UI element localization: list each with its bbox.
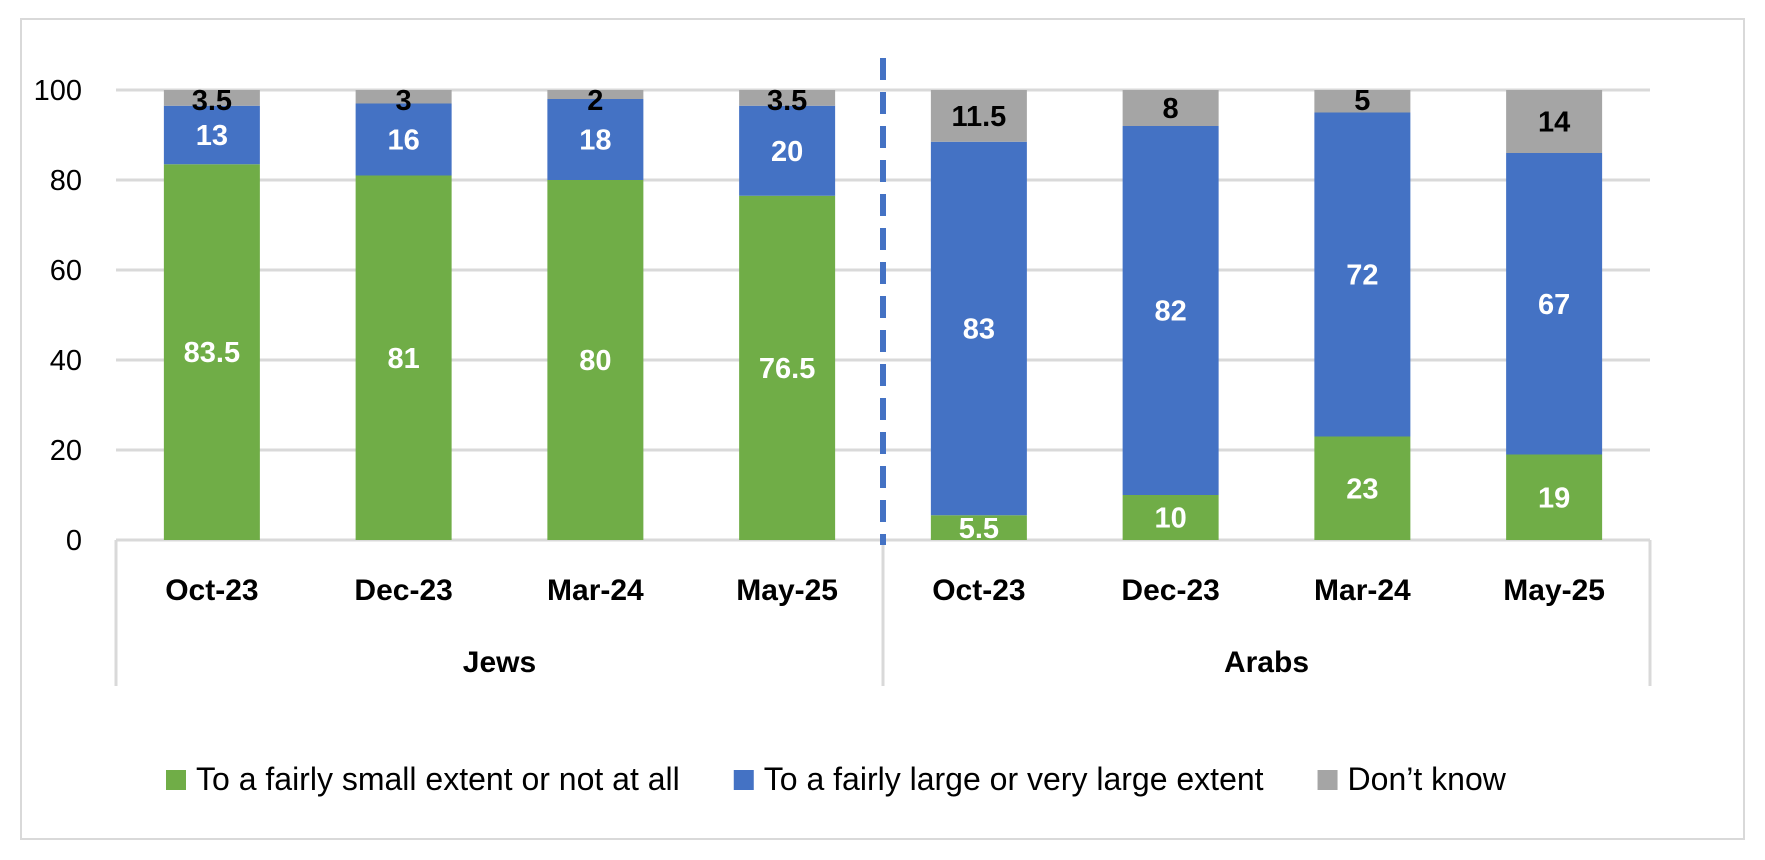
bar-segment bbox=[355, 175, 452, 540]
bar-segment bbox=[163, 164, 260, 540]
x-category-label: Mar-24 bbox=[1314, 574, 1411, 607]
bar-segment bbox=[547, 180, 644, 540]
legend-label: To a fairly small extent or not at all bbox=[196, 761, 680, 797]
bar-segment bbox=[547, 90, 644, 99]
y-tick-label: 0 bbox=[66, 525, 82, 557]
bar-segment bbox=[1122, 495, 1219, 540]
bar-segment bbox=[1314, 90, 1411, 113]
y-tick-label: 60 bbox=[50, 255, 82, 287]
x-category-label: May-25 bbox=[1503, 574, 1605, 607]
bar-segment bbox=[1122, 90, 1219, 126]
x-category-label: May-25 bbox=[736, 574, 838, 607]
chart-frame bbox=[20, 18, 1745, 840]
data-label: 67 bbox=[1538, 289, 1570, 321]
bar-segment bbox=[739, 90, 836, 106]
y-tick-label: 80 bbox=[50, 165, 82, 197]
data-label: 11.5 bbox=[951, 101, 1006, 133]
data-label: 18 bbox=[579, 125, 611, 157]
bar-segment bbox=[1314, 112, 1411, 437]
data-label: 23 bbox=[1346, 473, 1378, 505]
bar-segment bbox=[547, 99, 644, 180]
x-group-label: Jews bbox=[463, 646, 536, 679]
bar-segment bbox=[355, 103, 452, 176]
legend-label: To a fairly large or very large extent bbox=[764, 761, 1264, 797]
bar-segment bbox=[355, 90, 452, 104]
y-tick-label: 40 bbox=[50, 345, 82, 377]
data-label: 2 bbox=[587, 85, 603, 117]
bar-segment bbox=[1314, 436, 1411, 540]
data-label: 83 bbox=[963, 314, 995, 346]
x-category-label: Oct-23 bbox=[932, 574, 1025, 607]
data-label: 19 bbox=[1538, 482, 1570, 514]
data-label: 3.5 bbox=[192, 85, 232, 117]
data-label: 3 bbox=[396, 85, 412, 117]
bar-segment bbox=[930, 141, 1027, 516]
data-label: 14 bbox=[1538, 107, 1570, 139]
data-label: 80 bbox=[579, 345, 611, 377]
bar-segment bbox=[739, 105, 836, 196]
data-label: 82 bbox=[1154, 296, 1186, 328]
bar-segment bbox=[163, 105, 260, 165]
data-label: 10 bbox=[1154, 503, 1186, 535]
bar-segment bbox=[163, 90, 260, 106]
bar-segment bbox=[1506, 90, 1603, 153]
bar-segment bbox=[930, 90, 1027, 142]
legend-label: Don’t know bbox=[1348, 761, 1507, 797]
bar-segment bbox=[1506, 153, 1603, 455]
data-label: 16 bbox=[387, 125, 419, 157]
y-tick-label: 20 bbox=[50, 435, 82, 467]
data-label: 3.5 bbox=[767, 85, 807, 117]
bar-segment bbox=[1122, 126, 1219, 495]
x-group-label: Arabs bbox=[1224, 646, 1309, 679]
data-label: 83.5 bbox=[184, 337, 240, 369]
x-category-label: Dec-23 bbox=[354, 574, 452, 607]
data-label: 5.5 bbox=[959, 513, 999, 545]
data-label: 5 bbox=[1354, 85, 1370, 117]
x-category-label: Oct-23 bbox=[165, 574, 258, 607]
data-label: 8 bbox=[1163, 93, 1179, 125]
legend-swatch bbox=[733, 770, 754, 790]
x-category-label: Dec-23 bbox=[1121, 574, 1219, 607]
legend-swatch bbox=[1317, 770, 1338, 790]
bar-segment bbox=[739, 195, 836, 540]
legend-swatch bbox=[166, 770, 186, 790]
bar-segment bbox=[1506, 454, 1603, 540]
data-label: 76.5 bbox=[759, 353, 815, 385]
data-label: 72 bbox=[1346, 260, 1378, 292]
data-label: 20 bbox=[771, 136, 803, 168]
data-label: 13 bbox=[196, 120, 228, 152]
y-tick-label: 100 bbox=[34, 75, 82, 107]
data-label: 81 bbox=[387, 343, 419, 375]
x-category-label: Mar-24 bbox=[547, 574, 644, 607]
bar-segment bbox=[930, 515, 1027, 540]
